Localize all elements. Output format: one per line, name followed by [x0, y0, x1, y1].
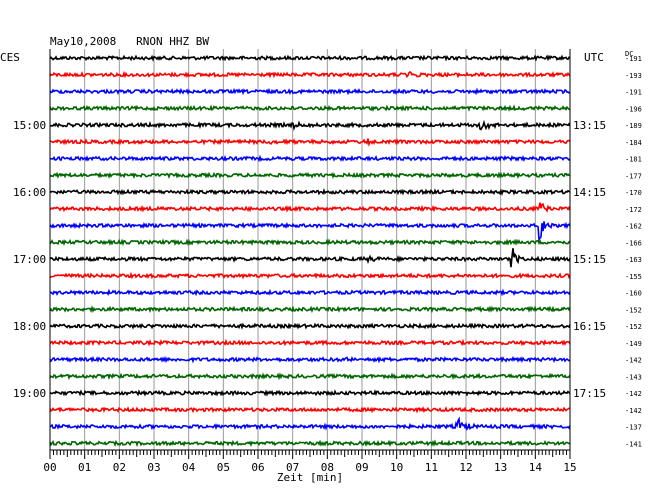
- dc-offset-label: -191: [625, 55, 642, 63]
- trace-20: [49, 389, 571, 397]
- trace-21: [49, 406, 570, 414]
- x-tick-label: 10: [390, 461, 403, 474]
- dc-offset-label: -152: [625, 323, 642, 331]
- trace-22: [49, 416, 571, 431]
- dc-offset-label: -149: [625, 340, 642, 348]
- trace-10: [49, 221, 571, 242]
- left-timezone-label: CES: [0, 51, 20, 64]
- left-hour-label: 15:00: [13, 119, 46, 132]
- left-hour-label: 17:00: [13, 253, 46, 266]
- x-tick-label: 04: [182, 461, 196, 474]
- trace-3: [49, 104, 571, 112]
- dc-offset-label: -142: [625, 407, 642, 415]
- dc-offset-label: -191: [625, 89, 642, 97]
- dc-offset-label: -163: [625, 256, 642, 264]
- x-tick-label: 06: [251, 461, 264, 474]
- right-hour-label: 17:15: [573, 387, 606, 400]
- dc-offset-label: -143: [625, 373, 642, 381]
- trace-9: [49, 202, 571, 213]
- right-hour-label: 16:15: [573, 320, 606, 333]
- trace-8: [49, 187, 571, 197]
- dc-offset-label: -155: [625, 273, 642, 281]
- trace-4: [50, 119, 571, 132]
- dc-offset-label: -196: [625, 105, 642, 113]
- dc-offset-label: -177: [625, 172, 642, 180]
- trace-12: [49, 248, 571, 268]
- x-tick-label: 13: [494, 461, 507, 474]
- x-tick-label: 02: [113, 461, 126, 474]
- dc-offset-label: -162: [625, 223, 642, 231]
- dc-offset-label: -142: [625, 357, 642, 365]
- right-hour-label: 13:15: [573, 119, 606, 132]
- dc-offset-label: -172: [625, 206, 642, 214]
- trace-14: [49, 288, 571, 297]
- x-tick-label: 05: [217, 461, 230, 474]
- left-hour-labels: 15:00 16:00 17:00 18:00 19:00: [13, 119, 46, 400]
- trace-group: [49, 54, 571, 448]
- x-tick-label: 15: [563, 461, 576, 474]
- trace-11: [49, 238, 571, 247]
- dc-offset-label: -141: [625, 440, 642, 448]
- x-tick-label: 09: [355, 461, 368, 474]
- trace-13: [49, 271, 571, 280]
- trace-15: [49, 305, 571, 314]
- trace-1: [49, 70, 571, 79]
- dc-offset-label: -181: [625, 156, 642, 164]
- x-tick-label: 12: [459, 461, 472, 474]
- trace-18: [49, 355, 571, 364]
- dc-offset-label: -170: [625, 189, 642, 197]
- x-tick-label: 03: [147, 461, 160, 474]
- trace-5: [49, 138, 571, 147]
- dc-offset-label: -184: [625, 139, 642, 147]
- x-tick-label: 07: [286, 461, 299, 474]
- x-axis-ticks: 00 01 02 03 04 05 06 07 08 09 10 11 12 13 14 15: [43, 450, 577, 474]
- minute-grid: [84, 49, 536, 450]
- x-tick-label: 01: [78, 461, 91, 474]
- trace-7: [49, 171, 570, 180]
- trace-0: [49, 54, 571, 62]
- left-hour-label: 18:00: [13, 320, 46, 333]
- dc-offset-labels: -191 -193 -191 -196 -189 -184 -181 -177 -170 -172…: [625, 55, 642, 448]
- x-tick-label: 08: [321, 461, 334, 474]
- x-tick-label: 11: [425, 461, 438, 474]
- x-tick-label: 00: [43, 461, 56, 474]
- trace-19: [49, 372, 571, 381]
- trace-23: [49, 439, 571, 448]
- dc-offset-label: -142: [625, 390, 642, 398]
- dc-offset-label: -193: [625, 72, 642, 80]
- left-hour-label: 16:00: [13, 186, 46, 199]
- dc-offset-label: -166: [625, 239, 642, 247]
- trace-16: [49, 322, 571, 330]
- trace-6: [49, 154, 571, 163]
- right-hour-labels: 13:15 14:15 15:15 16:15 17:15: [573, 119, 606, 400]
- trace-17: [49, 338, 571, 347]
- x-axis-label: Zeit [min]: [277, 471, 343, 484]
- dc-offset-label: -152: [625, 306, 642, 314]
- right-timezone-label: UTC: [584, 51, 604, 64]
- trace-2: [49, 87, 571, 96]
- chart-title: May10,2008 RNON HHZ BW: [50, 35, 209, 48]
- dc-offset-label: -160: [625, 290, 642, 298]
- dc-offset-label: -137: [625, 424, 642, 432]
- dc-offset-label: -189: [625, 122, 642, 130]
- right-hour-label: 15:15: [573, 253, 606, 266]
- left-hour-label: 19:00: [13, 387, 46, 400]
- x-tick-label: 14: [529, 461, 543, 474]
- right-hour-label: 14:15: [573, 186, 606, 199]
- offset-header: DC: [625, 50, 633, 58]
